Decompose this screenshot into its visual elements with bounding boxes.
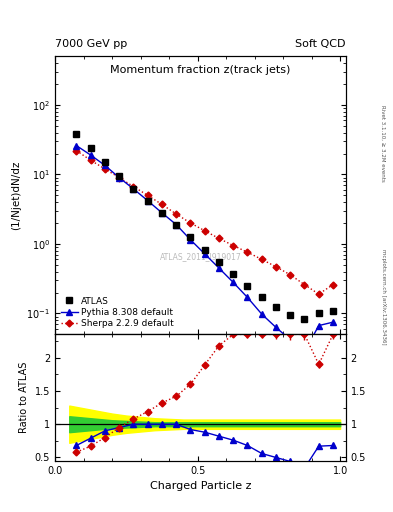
ATLAS [74,131,79,137]
Pythia 8.308 default [259,311,264,317]
Sherpa 2.2.9 default [188,220,193,226]
Pythia 8.308 default [74,142,79,148]
Sherpa 2.2.9 default [160,201,164,207]
Pythia 8.308 default [145,198,150,204]
Text: Rivet 3.1.10, ≥ 3.2M events: Rivet 3.1.10, ≥ 3.2M events [381,105,386,182]
ATLAS [331,308,335,314]
Pythia 8.308 default [231,280,235,286]
Sherpa 2.2.9 default [245,249,250,255]
ATLAS [160,210,164,216]
Pythia 8.308 default [88,152,93,158]
Sherpa 2.2.9 default [145,193,150,199]
Line: Sherpa 2.2.9 default: Sherpa 2.2.9 default [74,148,336,296]
Pythia 8.308 default [274,324,278,330]
Pythia 8.308 default [188,237,193,243]
Pythia 8.308 default [202,251,207,257]
Y-axis label: (1/Njet)dN/dz: (1/Njet)dN/dz [11,161,21,230]
Text: 7000 GeV pp: 7000 GeV pp [55,38,127,49]
Sherpa 2.2.9 default [117,175,121,181]
Sherpa 2.2.9 default [103,166,107,172]
ATLAS [217,259,221,265]
ATLAS [302,316,307,323]
ATLAS [316,310,321,316]
Pythia 8.308 default [131,186,136,192]
Legend: ATLAS, Pythia 8.308 default, Sherpa 2.2.9 default: ATLAS, Pythia 8.308 default, Sherpa 2.2.… [59,295,176,330]
Pythia 8.308 default [302,349,307,355]
Line: Pythia 8.308 default: Pythia 8.308 default [73,143,336,355]
ATLAS [103,159,107,165]
ATLAS [202,247,207,253]
ATLAS [117,173,121,179]
Sherpa 2.2.9 default [302,282,307,288]
Sherpa 2.2.9 default [231,242,235,248]
Sherpa 2.2.9 default [288,272,293,278]
Pythia 8.308 default [217,265,221,271]
Text: Momentum fraction z(track jets): Momentum fraction z(track jets) [110,65,290,75]
Sherpa 2.2.9 default [331,282,335,288]
ATLAS [188,234,193,240]
Sherpa 2.2.9 default [274,264,278,270]
Pythia 8.308 default [245,294,250,301]
Pythia 8.308 default [288,336,293,343]
Sherpa 2.2.9 default [74,147,79,154]
ATLAS [174,222,178,228]
ATLAS [245,283,250,289]
Line: ATLAS: ATLAS [73,131,336,323]
Sherpa 2.2.9 default [202,228,207,234]
Y-axis label: Ratio to ATLAS: Ratio to ATLAS [19,362,29,433]
Sherpa 2.2.9 default [259,257,264,263]
Pythia 8.308 default [316,323,321,329]
X-axis label: Charged Particle z: Charged Particle z [150,481,251,491]
Text: ATLAS_2011_I919017: ATLAS_2011_I919017 [160,252,241,261]
Text: mcplots.cern.ch [arXiv:1306.3436]: mcplots.cern.ch [arXiv:1306.3436] [381,249,386,345]
ATLAS [88,145,93,151]
ATLAS [145,198,150,204]
ATLAS [259,293,264,300]
Text: Soft QCD: Soft QCD [296,38,346,49]
Sherpa 2.2.9 default [316,291,321,297]
Pythia 8.308 default [117,175,121,181]
Sherpa 2.2.9 default [217,236,221,242]
Sherpa 2.2.9 default [131,183,136,189]
Sherpa 2.2.9 default [88,157,93,163]
ATLAS [131,186,136,192]
Pythia 8.308 default [160,210,164,216]
Pythia 8.308 default [174,222,178,228]
Pythia 8.308 default [331,319,335,325]
Pythia 8.308 default [103,162,107,168]
ATLAS [274,304,278,310]
ATLAS [231,271,235,277]
Sherpa 2.2.9 default [174,211,178,217]
ATLAS [288,312,293,318]
